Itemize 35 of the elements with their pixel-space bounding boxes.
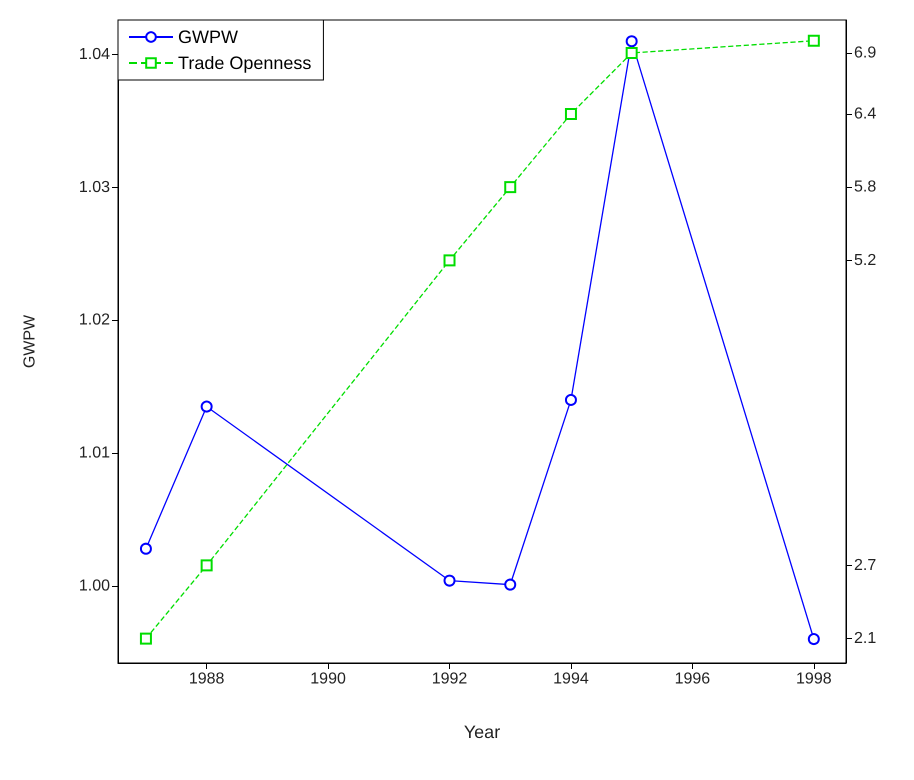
x-tick-label: 1990: [310, 670, 346, 688]
y2-tick-label: 5.8: [854, 178, 876, 196]
y-tick-label: 1.00: [78, 577, 110, 594]
x-tick-label: 1994: [553, 670, 589, 688]
x-tick-label: 1988: [188, 670, 225, 688]
point: [504, 181, 516, 194]
x-tick-label: 1998: [796, 670, 832, 688]
y2-tick-label: 2.1: [854, 630, 876, 648]
point: [808, 633, 820, 646]
point: [504, 578, 516, 591]
point: [200, 400, 213, 413]
point: [564, 394, 577, 406]
point: [626, 35, 638, 48]
y2-tick-label: 6.9: [854, 44, 876, 62]
legend-label: GWPW: [178, 27, 238, 47]
point: [444, 574, 456, 587]
y-tick-label: 1.04: [78, 46, 110, 64]
x-axis-title: Year: [464, 722, 500, 742]
point: [444, 254, 456, 266]
x-tick-label: 1996: [674, 670, 710, 688]
y-tick-label: 1.02: [78, 312, 110, 329]
x-tick-label: 1992: [432, 670, 468, 688]
point: [140, 632, 152, 645]
y2-tick-label: 2.7: [854, 556, 876, 574]
point: [808, 34, 820, 47]
y-tick-label: 1.03: [78, 178, 110, 196]
y-tick-label: 1.01: [78, 444, 110, 462]
legend-label: Trade Openness: [178, 53, 312, 73]
point: [626, 46, 638, 59]
point: [140, 542, 152, 555]
y2-tick-label: 6.4: [854, 105, 876, 122]
y-axis-title: GWPW: [22, 314, 38, 368]
point: [200, 559, 213, 572]
y2-tick-label: 5.2: [854, 252, 876, 269]
point: [564, 108, 577, 120]
